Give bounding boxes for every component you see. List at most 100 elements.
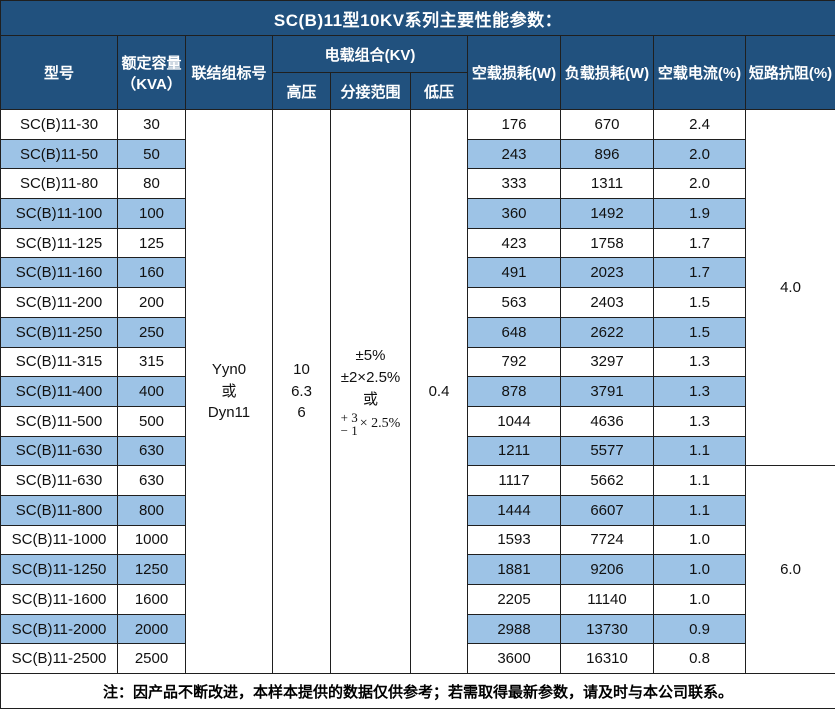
no-load-current-cell: 1.3 — [653, 346, 746, 378]
capacity-cell: 2500 — [117, 643, 186, 675]
no-load-current-cell: 2.4 — [653, 109, 746, 140]
connection-cell-line: 或 — [221, 382, 237, 400]
col-header-capacity-line2: （KVA） — [121, 75, 182, 93]
header-row-1: 型号 额定容量 （KVA） 联结组标号 电载组合(KV) 空载损耗(W) 负载损… — [0, 35, 835, 110]
no-load-loss-cell: 360 — [467, 198, 561, 229]
table-row: SC(B)11-250 250 648 2622 1.5 — [0, 316, 835, 348]
no-load-current-cell: 0.9 — [653, 613, 746, 645]
no-load-loss-cell: 1211 — [467, 435, 561, 467]
no-load-loss-cell: 1593 — [467, 524, 561, 556]
table-row: SC(B)11-160 160 491 2023 1.7 — [0, 257, 835, 289]
no-load-loss-cell: 648 — [467, 316, 561, 348]
capacity-cell: 1600 — [117, 584, 186, 615]
impedance-cell-group2: 6.0 — [745, 465, 835, 675]
title-row: SC(B)11型10KV系列主要性能参数： — [0, 0, 835, 36]
table-row: SC(B)11-50 50 243 896 2.0 — [0, 138, 835, 170]
load-loss-cell: 16310 — [560, 643, 654, 675]
col-header-no-load-loss: 空载损耗(W) — [467, 35, 561, 110]
col-header-hv: 高压 — [272, 72, 331, 110]
capacity-cell: 400 — [117, 376, 186, 407]
no-load-current-cell: 1.7 — [653, 257, 746, 289]
load-loss-cell: 3791 — [560, 376, 654, 407]
no-load-loss-cell: 176 — [467, 109, 561, 140]
hv-cell-line: 10 — [293, 360, 310, 378]
no-load-current-cell: 1.9 — [653, 198, 746, 229]
footer-note: 注：因产品不断改进，本样本提供的数据仅供参考；若需取得最新参数，请及时与本公司联… — [0, 673, 835, 710]
col-header-connection: 联结组标号 — [185, 35, 273, 110]
load-loss-cell: 670 — [560, 109, 654, 140]
footer-row: 注：因产品不断改进，本样本提供的数据仅供参考；若需取得最新参数，请及时与本公司联… — [0, 673, 835, 710]
model-cell: SC(B)11-2000 — [0, 613, 118, 645]
col-header-capacity-line1: 额定容量 — [121, 54, 182, 72]
model-cell: SC(B)11-50 — [0, 138, 118, 170]
col-header-tap-range: 分接范围 — [330, 72, 411, 110]
no-load-current-cell: 0.8 — [653, 643, 746, 675]
no-load-current-cell: 1.1 — [653, 435, 746, 467]
table-row: SC(B)11-500 500 1044 4636 1.3 — [0, 405, 835, 437]
no-load-loss-cell: 3600 — [467, 643, 561, 675]
no-load-current-cell: 1.0 — [653, 524, 746, 556]
no-load-loss-cell: 563 — [467, 287, 561, 318]
capacity-cell: 630 — [117, 435, 186, 467]
load-loss-cell: 1758 — [560, 227, 654, 259]
model-cell: SC(B)11-250 — [0, 316, 118, 348]
no-load-loss-cell: 1881 — [467, 554, 561, 585]
model-cell: SC(B)11-100 — [0, 198, 118, 229]
tap-plus-minus-notation: + 3− 1 × 2.5% — [332, 410, 410, 438]
impedance-cell-group1-line: 4.0 — [780, 278, 801, 296]
load-loss-cell: 2023 — [560, 257, 654, 289]
no-load-current-cell: 2.0 — [653, 168, 746, 200]
col-header-lv: 低压 — [410, 72, 468, 110]
model-cell: SC(B)11-800 — [0, 494, 118, 526]
no-load-current-cell: 1.1 — [653, 465, 746, 496]
capacity-cell: 315 — [117, 346, 186, 378]
capacity-cell: 50 — [117, 138, 186, 170]
no-load-loss-cell: 792 — [467, 346, 561, 378]
model-cell: SC(B)11-1600 — [0, 584, 118, 615]
lv-cell: 0.4 — [410, 108, 468, 675]
load-loss-cell: 2622 — [560, 316, 654, 348]
table-row: SC(B)11-1600 1600 2205 11140 1.0 — [0, 584, 835, 615]
no-load-loss-cell: 243 — [467, 138, 561, 170]
no-load-loss-cell: 1444 — [467, 494, 561, 526]
model-cell: SC(B)11-315 — [0, 346, 118, 378]
load-loss-cell: 7724 — [560, 524, 654, 556]
no-load-current-cell: 1.5 — [653, 316, 746, 348]
table-row: SC(B)11-1250 1250 1881 9206 1.0 — [0, 554, 835, 585]
no-load-loss-cell: 1117 — [467, 465, 561, 496]
load-loss-cell: 2403 — [560, 287, 654, 318]
tap-range-cell-line: ±2×2.5% — [340, 369, 401, 387]
model-cell: SC(B)11-30 — [0, 109, 118, 140]
capacity-cell: 100 — [117, 198, 186, 229]
no-load-current-cell: 1.3 — [653, 376, 746, 407]
load-loss-cell: 13730 — [560, 613, 654, 645]
load-loss-cell: 9206 — [560, 554, 654, 585]
no-load-loss-cell: 2205 — [467, 584, 561, 615]
load-loss-cell: 3297 — [560, 346, 654, 378]
load-loss-cell: 896 — [560, 138, 654, 170]
tap-range-cell-line: 或 — [362, 390, 378, 408]
no-load-current-cell: 1.5 — [653, 287, 746, 318]
no-load-loss-cell: 333 — [467, 168, 561, 200]
tap-frac-suffix: × 2.5% — [359, 415, 401, 431]
model-cell: SC(B)11-500 — [0, 405, 118, 437]
load-loss-cell: 5577 — [560, 435, 654, 467]
model-cell: SC(B)11-160 — [0, 257, 118, 289]
page-title: SC(B)11型10KV系列主要性能参数： — [0, 0, 835, 36]
no-load-current-cell: 1.0 — [653, 584, 746, 615]
capacity-cell: 200 — [117, 287, 186, 318]
load-loss-cell: 1311 — [560, 168, 654, 200]
col-header-capacity: 额定容量 （KVA） — [117, 35, 186, 110]
capacity-cell: 160 — [117, 257, 186, 289]
table-row: SC(B)11-1000 1000 1593 7724 1.0 — [0, 524, 835, 556]
table-body: SC(B)11-30 30 Yyn0 或 Dyn11 10 6.3 6 ±5% ±2×2.5% 或 +… — [0, 108, 835, 675]
capacity-cell: 250 — [117, 316, 186, 348]
table-row: SC(B)11-400 400 878 3791 1.3 — [0, 376, 835, 407]
load-loss-cell: 11140 — [560, 584, 654, 615]
model-cell: SC(B)11-400 — [0, 376, 118, 407]
no-load-current-cell: 1.3 — [653, 405, 746, 437]
col-header-impedance: 短路抗阻(%) — [745, 35, 835, 110]
table-row: SC(B)11-125 125 423 1758 1.7 — [0, 227, 835, 259]
model-cell: SC(B)11-1250 — [0, 554, 118, 585]
